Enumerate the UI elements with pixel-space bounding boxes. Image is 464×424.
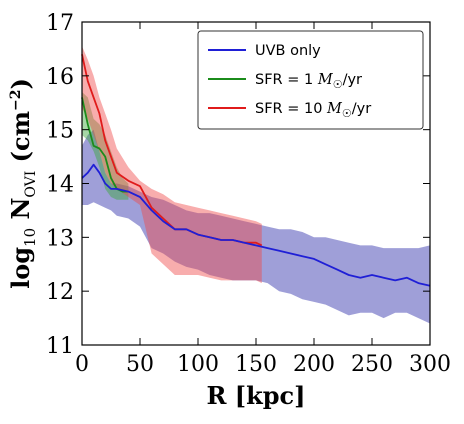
y-tick-label: 12 [46,280,74,305]
y-tick-label: 15 [46,119,74,144]
y-axis-label-symbol-sub: OVI [23,171,39,198]
plot-frame [81,21,431,346]
y-axis-label-base-sub: 10 [21,228,39,247]
x-axis-label: R [kpc] [206,381,305,410]
y-axis-label-unit-end: ) [6,78,35,89]
y-tick-label: 17 [46,11,74,36]
legend-label-sfr-10-post: /yr [352,101,371,117]
x-tick-label: 150 [235,352,277,377]
legend-box [197,30,424,130]
legend-label-sfr-10-msub: ☉ [342,107,352,120]
line-uvb-only [81,163,431,287]
x-tick-label: 50 [126,352,154,377]
axis-ticks: 0 50 100 150 200 250 300 11 12 13 14 15 16 17 [46,11,451,377]
y-axis-label-unit: (cm [6,111,35,171]
y-tick-label: 16 [46,65,74,90]
band-sfr-10-m-yr [82,46,262,284]
legend-label-uvb-only: UVB only [255,43,321,59]
y-tick-label: 14 [46,173,74,198]
x-tick-label: 300 [409,352,451,377]
legend-label-sfr-1-msub: ☉ [333,78,343,91]
y-tick-label: 11 [46,334,74,359]
legend-label-sfr-1: SFR = 1 M☉/yr [255,72,362,91]
x-tick-label: 200 [293,352,335,377]
x-tick-label: 100 [177,352,219,377]
legend-label-sfr-10-math: M [326,101,343,117]
y-axis-label-unit-sup: −2 [8,89,24,110]
y-axis-label-symbol: N [6,198,35,228]
x-tick-label: 250 [351,352,393,377]
y-tick-label: 13 [46,226,74,251]
y-axis-label-base: log [6,247,35,289]
legend-label-sfr-1-post: /yr [343,72,362,88]
x-tick-label: 0 [75,352,89,377]
band-uvb-only [82,129,430,324]
legend-label-sfr-1-math: M [317,72,334,88]
legend-label-uvb-only-text: UVB only [255,43,321,59]
series-lines [81,54,431,287]
legend-label-sfr-10-pre: SFR = 10 [255,101,327,117]
legend: UVB only SFR = 1 M☉/yr SFR = 10 M☉/yr [197,30,424,130]
legend-label-sfr-1-pre: SFR = 1 [255,72,318,88]
y-axis-label: log10 NOVI (cm−2) [6,78,39,289]
legend-label-sfr-10: SFR = 10 M☉/yr [255,101,371,120]
